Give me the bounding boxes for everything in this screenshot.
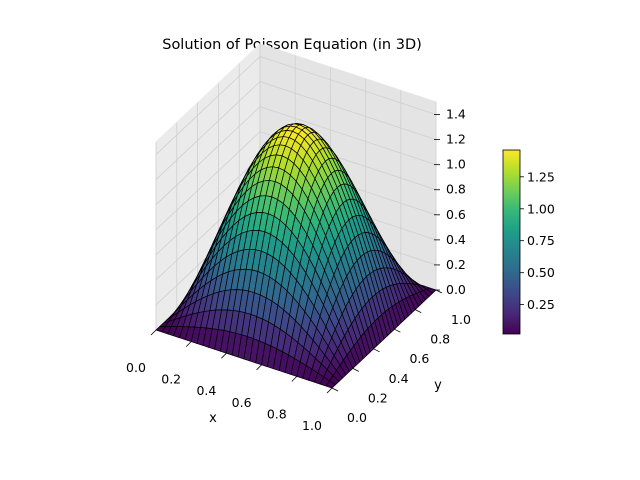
grid-line-z-left (155, 81, 261, 180)
colorbar-tick-label: 1.00 (527, 201, 555, 216)
y-tick-label: 0.6 (409, 351, 429, 366)
colorbar-tick-label: 0.25 (527, 297, 555, 312)
y-tick-mark (435, 289, 443, 294)
y-tick-label: 0.0 (347, 410, 367, 425)
z-tick-label: 0.2 (446, 257, 466, 272)
y-axis-label: y (434, 378, 442, 393)
x-tick-label: 0.4 (196, 383, 216, 398)
x-tick-mark (291, 376, 298, 382)
x-tick-mark (256, 364, 262, 371)
colorbar-frame (502, 149, 521, 335)
y-tick-mark (352, 368, 359, 372)
z-tick-label: 0.8 (446, 182, 466, 197)
x-tick-mark (185, 341, 192, 347)
chart-title: Solution of Poisson Equation (in 3D) (162, 37, 422, 53)
y-tick-label: 0.8 (430, 332, 450, 347)
grid-line-z-back (259, 81, 437, 140)
y-tick-label: 1.0 (451, 312, 471, 327)
grid-line-z-left (155, 131, 261, 231)
grid-line-z-back (259, 106, 437, 166)
colorbar-ticks: 0.25 0.50 0.75 1.00 1.25 (520, 169, 555, 312)
x-tick-mark (221, 352, 227, 359)
x-tick-label: 1.0 (302, 418, 322, 433)
x-tick-label: 0.8 (267, 406, 287, 421)
surface-face (325, 380, 336, 389)
y-tick-mark (415, 309, 422, 313)
colorbar-tick-label: 1.25 (527, 169, 555, 184)
grid-line-z-left (155, 156, 261, 256)
grid-line-z-left (155, 56, 261, 155)
colorbar-fill (503, 150, 520, 334)
x-tick-label: 0.0 (126, 360, 146, 375)
x-tick-mark (326, 387, 333, 394)
y-tick-mark (331, 387, 339, 392)
z-tick-label: 1.4 (446, 107, 466, 122)
grid-line-z-back (259, 56, 437, 115)
x-tick-label: 0.6 (232, 395, 252, 410)
x-tick-label: 0.2 (161, 372, 181, 387)
x-axis-label: x (209, 411, 217, 426)
z-tick-label: 1.0 (446, 157, 466, 172)
x-tick-mark (150, 329, 157, 336)
z-tick-label: 0.6 (446, 207, 466, 222)
y-tick-mark (373, 348, 380, 353)
y-tick-label: 0.4 (389, 371, 409, 386)
colorbar-tick-label: 0.50 (527, 265, 555, 280)
y-tick-mark (394, 328, 401, 333)
z-tick-label: 0.4 (446, 232, 466, 247)
axis-ticks: 0.00.20.40.60.81.00.00.20.40.60.81.00.00… (126, 107, 471, 434)
grid-line-z-left (155, 106, 261, 205)
y-tick-label: 0.2 (368, 390, 388, 405)
z-tick-label: 0.0 (446, 282, 466, 297)
z-tick-label: 1.2 (446, 132, 466, 147)
colorbar: 0.25 0.50 0.75 1.00 1.25 (502, 149, 555, 335)
colorbar-tick-label: 0.75 (527, 233, 555, 248)
surface-mesh (155, 123, 437, 389)
